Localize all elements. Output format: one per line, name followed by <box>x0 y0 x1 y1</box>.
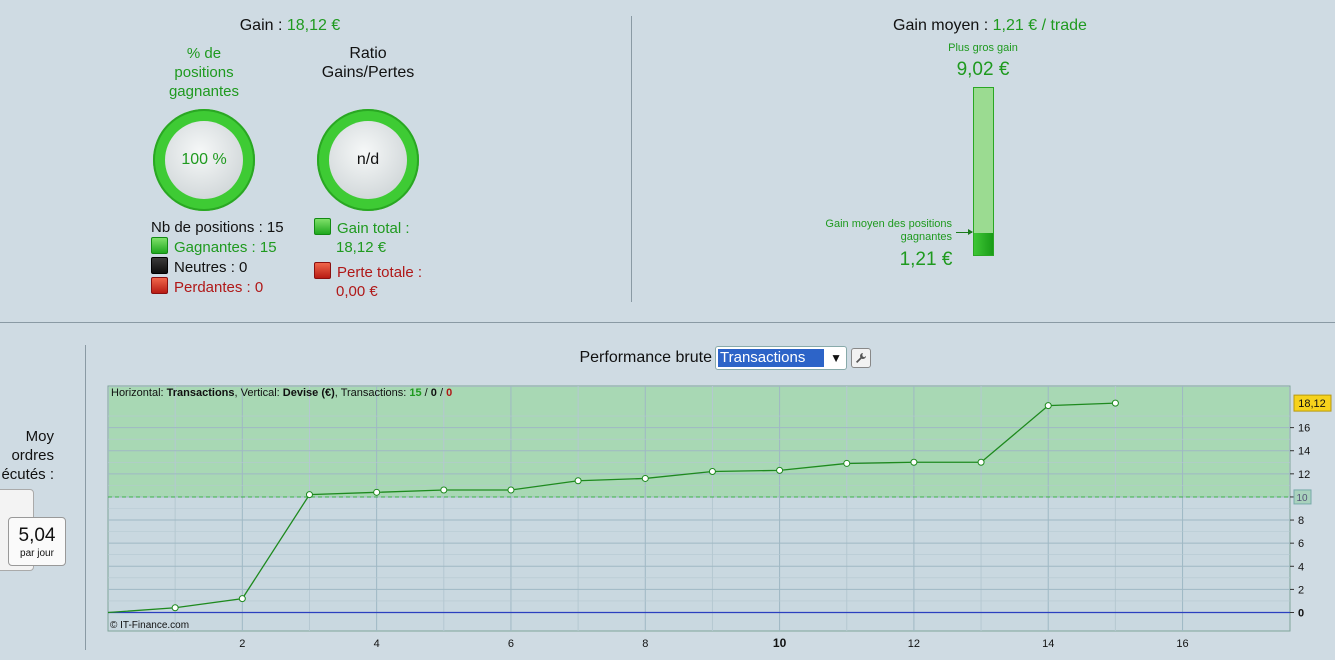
performance-select[interactable]: Transactions ▼ <box>715 346 847 370</box>
data-point <box>574 477 582 485</box>
x-tick-label: 12 <box>908 638 920 650</box>
data-point <box>507 486 515 494</box>
average-win-label: Gain moyen des positions gagnantes <box>825 218 952 243</box>
y-tick-label: 4 <box>1298 561 1304 573</box>
y-tick-label: 2 <box>1298 584 1304 596</box>
black-swatch-icon <box>151 257 168 274</box>
x-tick-label: 10 <box>773 636 787 650</box>
y-tick-label: 14 <box>1298 446 1310 458</box>
last-value-label: 18,12 <box>1298 398 1326 410</box>
biggest-gain-label: Plus gros gain <box>948 42 1018 54</box>
x-tick-label: 16 <box>1176 638 1188 650</box>
data-point <box>843 459 851 467</box>
nb-positions: Nb de positions : 15 <box>151 219 284 236</box>
divider-horizontal <box>0 322 1335 323</box>
neutrals-count: Neutres : 0 <box>174 259 248 276</box>
ratio-gauge: n/d <box>317 109 419 211</box>
x-tick-label: 14 <box>1042 638 1054 650</box>
winning-pct-gauge: 100 % <box>153 109 255 211</box>
copyright-label: © IT-Finance.com <box>110 620 189 631</box>
threshold-badge <box>1293 489 1312 505</box>
gain-header: Gain : 18,12 € <box>239 17 341 34</box>
y-tick-label: 6 <box>1298 538 1304 550</box>
performance-selected-value: Transactions <box>718 349 824 367</box>
total-gain-label: Gain total : <box>337 220 410 237</box>
data-point <box>305 491 313 499</box>
average-gain-panel: Gain moyen : 1,21 € / trade Plus gros ga… <box>800 14 1180 294</box>
gain-bar <box>973 87 994 256</box>
data-point <box>373 488 381 496</box>
threshold-label: 10 <box>1296 493 1308 504</box>
average-arrow-icon <box>956 232 972 233</box>
orders-label: Moy ordres écutés : <box>1 428 54 483</box>
positions-legend: Nb de positions : 15 Gagnantes : 15 Neut… <box>151 218 284 297</box>
totals-legend: Gain total : 18,12 € Perte totale : 0,00… <box>314 218 422 301</box>
green-swatch-icon <box>314 218 331 235</box>
orders-card: 5,04 par jour <box>8 517 66 566</box>
data-point <box>1044 402 1052 410</box>
data-point <box>910 458 918 466</box>
dropdown-arrow-icon: ▼ <box>830 351 842 365</box>
series-line <box>107 402 1116 614</box>
average-gain-value: 1,21 € / trade <box>992 17 1087 34</box>
y-tick-label: 0 <box>1298 608 1304 620</box>
x-tick-label: 6 <box>508 638 514 650</box>
gain-bar-average-fill <box>974 233 993 255</box>
winning-pct-value: 100 % <box>165 121 243 199</box>
y-tick-label: 16 <box>1298 423 1310 435</box>
wrench-icon[interactable] <box>851 348 871 368</box>
red-swatch-icon <box>314 262 331 279</box>
performance-title: Performance brute <box>579 349 712 366</box>
y-tick-label: 12 <box>1298 469 1310 481</box>
x-tick-label: 8 <box>642 638 648 650</box>
x-tick-label: 4 <box>374 638 380 650</box>
ratio-value: n/d <box>329 121 407 199</box>
total-gain-value: 18,12 € <box>336 239 387 256</box>
divider-vertical <box>631 16 632 302</box>
data-point <box>641 474 649 482</box>
ratio-title: Ratio Gains/Pertes <box>321 45 415 81</box>
last-value-badge <box>1293 394 1332 412</box>
average-arrowhead-icon <box>968 229 973 235</box>
data-point <box>708 468 716 476</box>
data-point <box>171 604 179 612</box>
summary-panel: Gain : 18,12 € % de positions gagnantes … <box>140 14 440 304</box>
panel-divider <box>85 345 86 650</box>
total-loss-label: Perte totale : <box>337 264 423 281</box>
green-swatch-icon <box>151 237 168 254</box>
orders-per-day-value: 5,04 <box>18 525 56 546</box>
chart-info: Horizontal: Transactions, Vertical: Devi… <box>111 387 452 399</box>
gain-value: 18,12 € <box>286 17 341 34</box>
average-win-value: 1,21 € <box>899 249 953 270</box>
data-point <box>776 466 784 474</box>
average-gain-header: Gain moyen : 1,21 € / trade <box>893 17 1087 34</box>
winners-count: Gagnantes : 15 <box>174 239 277 256</box>
biggest-gain-value: 9,02 € <box>956 59 1010 80</box>
winning-pct-title: % de positions gagnantes <box>168 45 240 100</box>
gain-zone <box>109 387 1289 497</box>
data-point <box>440 486 448 494</box>
red-swatch-icon <box>151 277 168 294</box>
total-loss-value: 0,00 € <box>336 283 378 300</box>
y-tick-label: 8 <box>1298 515 1304 527</box>
data-point <box>1111 399 1119 407</box>
losers-count: Perdantes : 0 <box>174 279 264 296</box>
data-point <box>238 595 246 603</box>
x-tick-label: 2 <box>239 638 245 650</box>
orders-per-day-unit: par jour <box>20 548 54 559</box>
data-point <box>977 458 985 466</box>
